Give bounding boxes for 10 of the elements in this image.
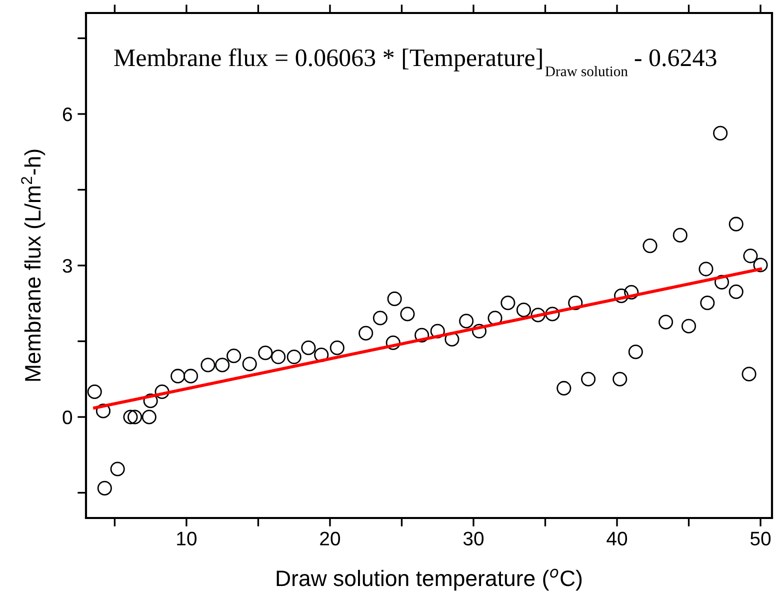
- y-tick-label: 6: [62, 107, 72, 122]
- x-tick-label: 50: [750, 532, 771, 546]
- x-tick-label: 40: [606, 532, 628, 546]
- x-axis-title: Draw solution temperature ($^{o}$C): [276, 568, 582, 591]
- y-tick-label: 3: [62, 258, 72, 273]
- y-tick-label: 0: [62, 410, 72, 424]
- x-tick-label: 10: [177, 532, 197, 546]
- x-tick-label: 30: [463, 532, 484, 546]
- x-tick-label: 20: [320, 532, 340, 546]
- y-axis-title: Membrane flux (L/m$^{2}$-h): [21, 150, 46, 381]
